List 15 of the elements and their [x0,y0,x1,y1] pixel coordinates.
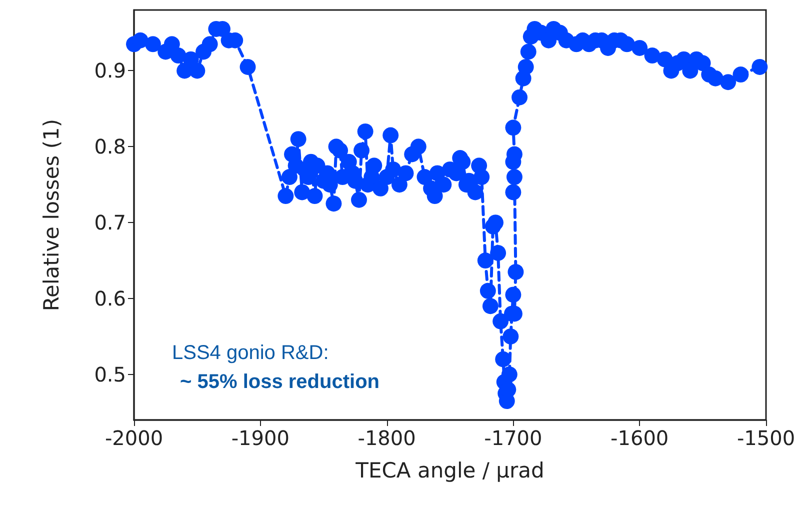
annotation: ~ 55% loss reduction [180,371,380,393]
y-tick-label: 0.5 [94,362,126,386]
y-tick-label: 0.7 [94,210,126,235]
x-tick-label: -1500 [736,426,796,450]
x-tick-label: -1700 [484,426,542,450]
y-tick-label: 0.9 [94,58,126,83]
y-tick-label: 0.8 [94,134,126,159]
x-tick-label: -1800 [358,426,416,450]
annotation: LSS4 gonio R&D: [172,342,329,364]
x-tick-label: -1900 [231,426,290,450]
x-axis-title: TECA angle / μrad [354,458,544,482]
y-tick-label: 0.6 [94,286,126,311]
x-tick-label: -1600 [610,426,669,450]
x-tick-label: -2000 [104,426,164,450]
y-axis-title: Relative losses (1) [40,118,64,312]
